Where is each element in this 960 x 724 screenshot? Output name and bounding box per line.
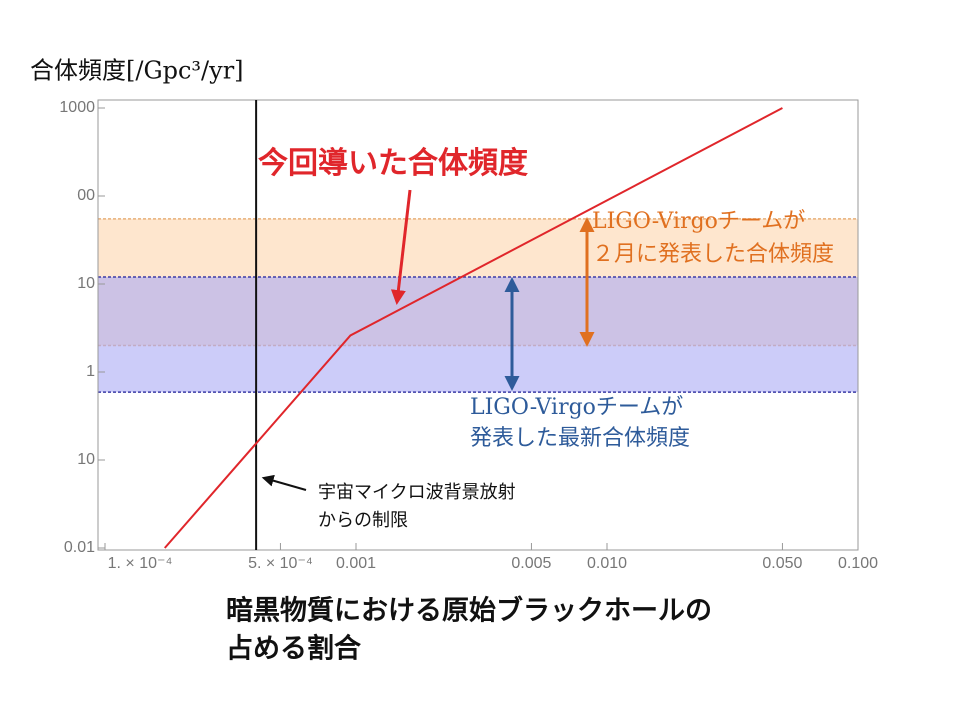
x-tick-label: 0.050 [762, 555, 802, 572]
band [98, 277, 858, 393]
x-tick-label: 0.100 [838, 555, 878, 572]
x-tick-label: 0.005 [511, 555, 551, 572]
annotation: 発表した最新合体頻度 [470, 426, 690, 451]
y-tick-label: 10 [77, 275, 95, 292]
y-tick-label: 10 [77, 451, 95, 468]
annotation: 宇宙マイクロ波背景放射 [318, 482, 516, 503]
series-line [163, 107, 783, 549]
x-tick-label: 5. × 10⁻⁴ [248, 555, 313, 572]
annotation: 今回導いた合体頻度 [258, 146, 528, 181]
x-axis-label: 占める割合 [226, 633, 361, 665]
y-tick-label: 1000 [59, 99, 95, 116]
x-tick-label: 0.010 [587, 555, 627, 572]
plot-frame [97, 99, 859, 551]
annotation: LIGO-Virgoチームが [592, 209, 805, 234]
x-tick-label: 0.001 [336, 555, 376, 572]
arrow [390, 189, 412, 305]
x-axis-label: 暗黒物質における原始ブラックホールの [226, 595, 712, 627]
arrow [261, 474, 307, 491]
y-axis-label: 合体頻度[/Gpc³/yr] [30, 57, 244, 85]
annotation: ２月に発表した合体頻度 [592, 242, 834, 267]
annotation: LIGO-Virgoチームが [470, 395, 683, 420]
y-tick-label: 1 [86, 363, 95, 380]
x-tick-label: 1. × 10⁻⁴ [108, 555, 173, 572]
annotation: からの制限 [318, 510, 408, 531]
y-tick-label: 0.01 [64, 539, 95, 556]
y-tick-label: 00 [77, 187, 95, 204]
